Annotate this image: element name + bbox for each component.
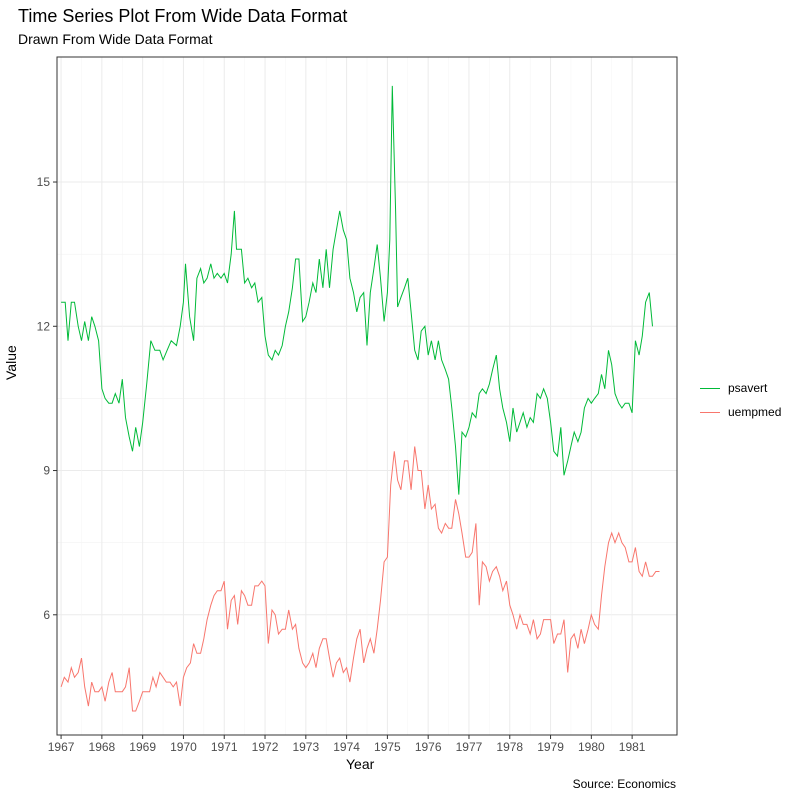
y-tick-label: 6	[43, 608, 50, 622]
y-tick-label: 12	[37, 319, 51, 333]
x-axis-label: Year	[346, 756, 375, 772]
legend-item-uempmed: uempmed	[700, 400, 781, 424]
x-tick-label: 1976	[415, 740, 442, 754]
x-tick-label: 1977	[456, 740, 483, 754]
x-tick-label: 1971	[211, 740, 238, 754]
chart-caption: Source: Economics	[572, 777, 676, 791]
legend-label-uempmed: uempmed	[728, 405, 782, 419]
plot-panel-border	[56, 56, 678, 736]
gridlines	[57, 57, 677, 735]
y-axis: 6 9 12 15	[37, 175, 57, 622]
x-tick-label: 1981	[619, 740, 646, 754]
series-lines	[60, 85, 660, 712]
y-tick-label: 15	[37, 175, 51, 189]
x-axis: 1967 1968 1969 1970 1971 1972 1973 1974 1975 1976…	[48, 735, 646, 754]
legend-label-psavert: psavert	[728, 381, 768, 395]
y-tick-label: 9	[43, 464, 50, 478]
x-tick-label: 1969	[129, 740, 156, 754]
y-axis-label: Value	[3, 345, 19, 380]
x-tick-label: 1975	[374, 740, 401, 754]
x-tick-label: 1968	[89, 740, 116, 754]
series-line-psavert	[61, 85, 653, 495]
x-tick-label: 1972	[252, 740, 279, 754]
chart-subtitle: Drawn From Wide Data Format	[18, 31, 213, 47]
legend-key-psavert	[700, 387, 720, 389]
x-tick-label: 1973	[292, 740, 319, 754]
chart-title: Time Series Plot From Wide Data Format	[18, 6, 348, 26]
x-tick-label: 1967	[48, 740, 75, 754]
x-tick-label: 1980	[578, 740, 605, 754]
legend: psavert uempmed	[700, 376, 781, 424]
x-tick-label: 1970	[170, 740, 197, 754]
x-tick-label: 1974	[333, 740, 360, 754]
x-tick-label: 1978	[496, 740, 523, 754]
legend-key-uempmed	[700, 411, 720, 413]
x-tick-label: 1979	[537, 740, 564, 754]
series-line-uempmed	[60, 446, 660, 712]
legend-item-psavert: psavert	[700, 376, 781, 400]
